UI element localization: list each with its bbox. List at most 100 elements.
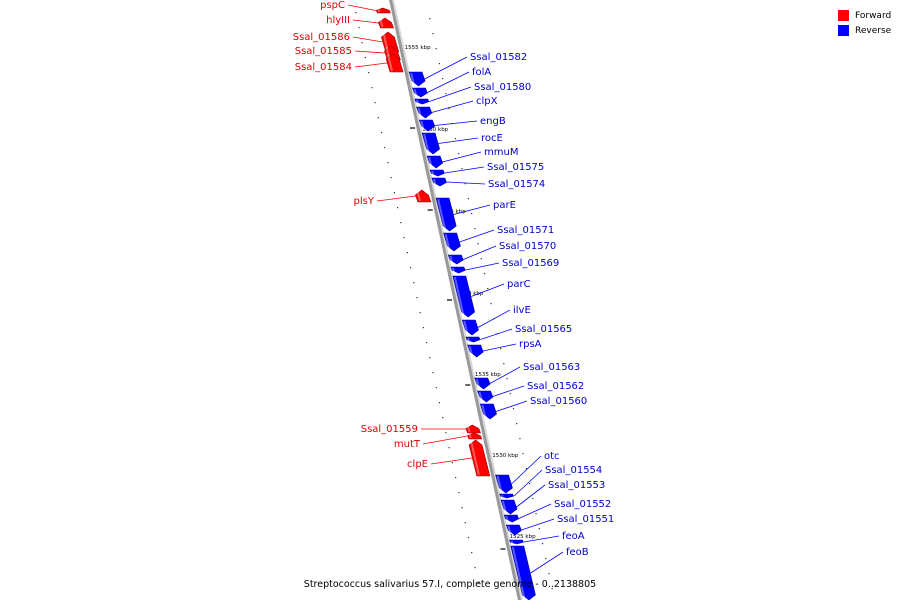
gene-arrow-ssal_01580[interactable] xyxy=(414,98,430,105)
gene-shine xyxy=(449,255,454,264)
gene-arrow-ssal_01574[interactable] xyxy=(431,177,447,187)
gene-arrow-ssal_01554[interactable] xyxy=(499,493,514,499)
gene-shine xyxy=(466,425,471,433)
gene-label[interactable]: Ssal_01553 xyxy=(548,480,605,491)
gene-arrow-ssal_01569[interactable] xyxy=(450,266,466,274)
gene-label[interactable]: feoB xyxy=(566,547,589,558)
scale-tick xyxy=(461,168,463,170)
position-label: 1555 kbp xyxy=(405,45,431,51)
gene-label[interactable]: Ssal_01584 xyxy=(295,62,352,73)
gene-arrow-mutt[interactable] xyxy=(467,432,483,440)
gene-arrow-pare[interactable] xyxy=(435,197,457,232)
gene-leader xyxy=(511,455,542,485)
gene-label[interactable]: Ssal_01580 xyxy=(474,82,531,93)
gene-arrow-ssal_01562[interactable] xyxy=(477,390,494,403)
gene-arrow-ssal_01553[interactable] xyxy=(500,499,518,515)
scale-tick xyxy=(377,117,379,119)
scale-tick xyxy=(455,477,457,479)
scale-tick xyxy=(474,228,476,230)
gene-label[interactable]: Ssal_01586 xyxy=(293,32,350,43)
position-label: 1550 kbp xyxy=(422,127,448,133)
gene-shine xyxy=(387,54,394,72)
legend: Forward Reverse xyxy=(838,8,891,38)
gene-leader xyxy=(442,151,482,163)
scale-tick xyxy=(409,267,412,269)
gene-arrow-engb[interactable] xyxy=(418,119,436,132)
scale-tick xyxy=(432,372,434,374)
gene-arrow-clpx[interactable] xyxy=(416,106,433,119)
scale-tick xyxy=(490,303,492,305)
gene-label[interactable]: Ssal_01562 xyxy=(527,381,584,392)
gene-shine xyxy=(501,500,507,514)
scale-tick xyxy=(361,42,363,44)
gene-arrow-ssal_01560[interactable] xyxy=(479,403,497,420)
gene-leader xyxy=(376,195,416,202)
gene-arrow-ssal_01584[interactable] xyxy=(385,53,404,73)
gene-label[interactable]: parE xyxy=(493,200,516,211)
gene-label[interactable]: otc xyxy=(544,451,560,462)
gene-label[interactable]: Ssal_01585 xyxy=(295,46,352,57)
gene-shine xyxy=(511,546,526,600)
gene-label[interactable]: Ssal_01559 xyxy=(361,424,418,435)
gene-label[interactable]: Ssal_01552 xyxy=(554,499,611,510)
gene-label[interactable]: mmuM xyxy=(484,147,518,158)
gene-label[interactable]: clpE xyxy=(407,459,428,470)
gene-label[interactable]: folA xyxy=(472,67,491,78)
gene-label[interactable]: mutT xyxy=(394,439,421,450)
gene-arrow-ssal_01552[interactable] xyxy=(503,514,520,523)
gene-arrow-parc[interactable] xyxy=(452,275,475,318)
gene-label[interactable]: rocE xyxy=(481,133,503,144)
gene-label[interactable]: Ssal_01563 xyxy=(523,362,580,373)
gene-label[interactable]: Ssal_01574 xyxy=(488,179,545,190)
gene-label[interactable]: Ssal_01582 xyxy=(470,52,527,63)
scale-tick xyxy=(426,342,428,344)
gene-arrow-ssal_01565[interactable] xyxy=(465,336,481,343)
gene-label[interactable]: ilvE xyxy=(513,305,531,316)
gene-label[interactable]: plsY xyxy=(354,196,375,207)
gene-shine xyxy=(377,8,381,13)
gene-label[interactable]: Ssal_01571 xyxy=(497,225,554,236)
gene-shine xyxy=(379,18,384,28)
gene-arrow-ssal_01570[interactable] xyxy=(447,254,464,265)
gene-label[interactable]: Ssal_01560 xyxy=(530,396,587,407)
scale-tick xyxy=(467,537,470,539)
gene-arrow-clpe[interactable] xyxy=(468,439,491,477)
gene-arrow-ssal_01575[interactable] xyxy=(429,169,445,177)
gene-label[interactable]: engB xyxy=(480,116,506,127)
gene-arrow-pspc[interactable] xyxy=(375,7,391,14)
gene-arrow-rpsa[interactable] xyxy=(467,344,484,358)
scale-tick xyxy=(448,447,450,449)
gene-arrow-otc[interactable] xyxy=(495,474,513,494)
scale-tick xyxy=(413,282,415,284)
gene-label[interactable]: clpX xyxy=(476,96,498,107)
gene-arrow-roce[interactable] xyxy=(421,132,440,155)
gene-arrow-fola[interactable] xyxy=(412,87,428,98)
gene-arrow-ssal_01571[interactable] xyxy=(443,232,461,252)
gene-arrow-hlyiii[interactable] xyxy=(378,17,395,29)
gene-arrow-ssal_01563[interactable] xyxy=(474,377,491,390)
gene-label[interactable]: hlyIII xyxy=(326,15,350,26)
gene-label[interactable]: pspC xyxy=(320,0,345,11)
legend-label-reverse: Reverse xyxy=(855,25,892,36)
gene-label[interactable]: Ssal_01569 xyxy=(502,258,559,269)
gene-shine xyxy=(432,178,437,186)
gene-label[interactable]: Ssal_01554 xyxy=(545,465,602,476)
gene-arrow-feoa[interactable] xyxy=(509,539,524,545)
gene-arrow-ssal_01582[interactable] xyxy=(408,71,426,87)
gene-arrow-plsy[interactable] xyxy=(415,189,432,203)
gene-arrow-ilve[interactable] xyxy=(461,319,479,336)
gene-label[interactable]: Ssal_01565 xyxy=(515,324,572,335)
gene-label[interactable]: Ssal_01575 xyxy=(487,162,544,173)
gene-label[interactable]: Ssal_01570 xyxy=(499,241,556,252)
scale-tick xyxy=(445,432,447,434)
gene-arrow-ssal_01551[interactable] xyxy=(505,524,522,536)
scale-tick xyxy=(538,528,540,530)
scale-tick xyxy=(438,63,441,65)
gene-label[interactable]: Ssal_01551 xyxy=(557,514,614,525)
gene-leader xyxy=(477,309,511,328)
gene-arrow-mmum[interactable] xyxy=(426,155,444,169)
gene-label[interactable]: parC xyxy=(507,279,531,290)
gene-label[interactable]: feoA xyxy=(562,531,585,542)
gene-arrow-feob[interactable] xyxy=(510,545,536,600)
gene-label[interactable]: rpsA xyxy=(519,339,542,350)
